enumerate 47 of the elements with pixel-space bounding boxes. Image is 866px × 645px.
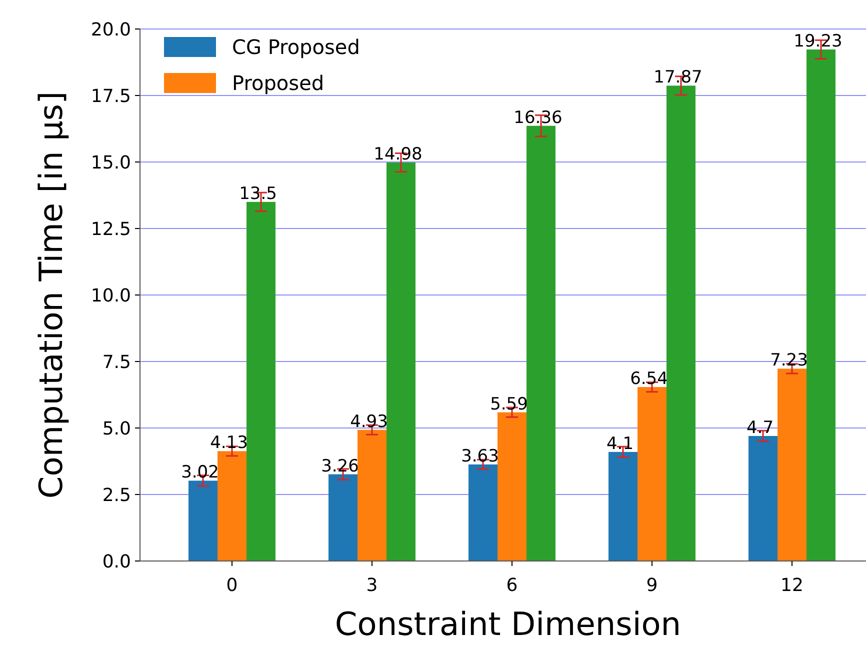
data-label: 4.93 — [350, 412, 388, 432]
data-label: 6.54 — [630, 369, 668, 390]
y-tick-label: 2.5 — [102, 484, 131, 506]
bar — [358, 430, 386, 561]
data-label: 7.23 — [770, 350, 808, 371]
y-tick-label: 15.0 — [90, 152, 131, 174]
data-label: 4.7 — [746, 418, 774, 438]
bar — [218, 451, 246, 561]
y-tick-label: 17.5 — [90, 86, 131, 107]
y-axis-title: Computation Time [in μs] — [32, 91, 70, 499]
data-label: 13.5 — [239, 184, 277, 204]
data-label: 3.26 — [321, 456, 359, 476]
y-tick-label: 0.0 — [102, 551, 131, 572]
bar — [188, 480, 218, 561]
x-tick-label: 12 — [780, 575, 804, 596]
legend-label: Proposed — [232, 71, 324, 95]
data-label: 14.98 — [374, 144, 422, 165]
data-label: 17.87 — [654, 68, 702, 88]
y-tick-label: 12.5 — [90, 218, 131, 240]
data-label: 19.23 — [794, 31, 842, 52]
x-tick-label: 3 — [366, 575, 378, 596]
bar — [748, 436, 778, 561]
bar — [806, 49, 836, 561]
bar — [386, 162, 416, 561]
data-label: 3.63 — [461, 446, 499, 466]
legend-label: CG Proposed — [232, 35, 360, 59]
x-tick-label: 9 — [646, 575, 658, 596]
bar — [468, 464, 498, 561]
y-tick-label: 20.0 — [90, 19, 131, 40]
bar — [246, 202, 276, 561]
bar — [608, 452, 638, 561]
bar — [778, 368, 806, 561]
x-axis-title: Constraint Dimension — [334, 605, 682, 643]
data-label: 5.59 — [490, 394, 528, 414]
bar — [666, 86, 696, 561]
data-label: 4.1 — [606, 434, 634, 454]
y-tick-label: 7.5 — [102, 352, 131, 373]
y-tick-label: 10.0 — [90, 285, 131, 306]
bar — [526, 126, 556, 561]
y-tick-label: 5.0 — [102, 418, 131, 440]
x-tick-label: 0 — [226, 575, 238, 596]
bar — [498, 412, 526, 561]
bar — [638, 387, 666, 561]
data-label: 3.02 — [181, 462, 219, 483]
x-tick-label: 6 — [506, 575, 518, 596]
bar — [328, 474, 358, 561]
data-label: 4.13 — [210, 433, 248, 454]
